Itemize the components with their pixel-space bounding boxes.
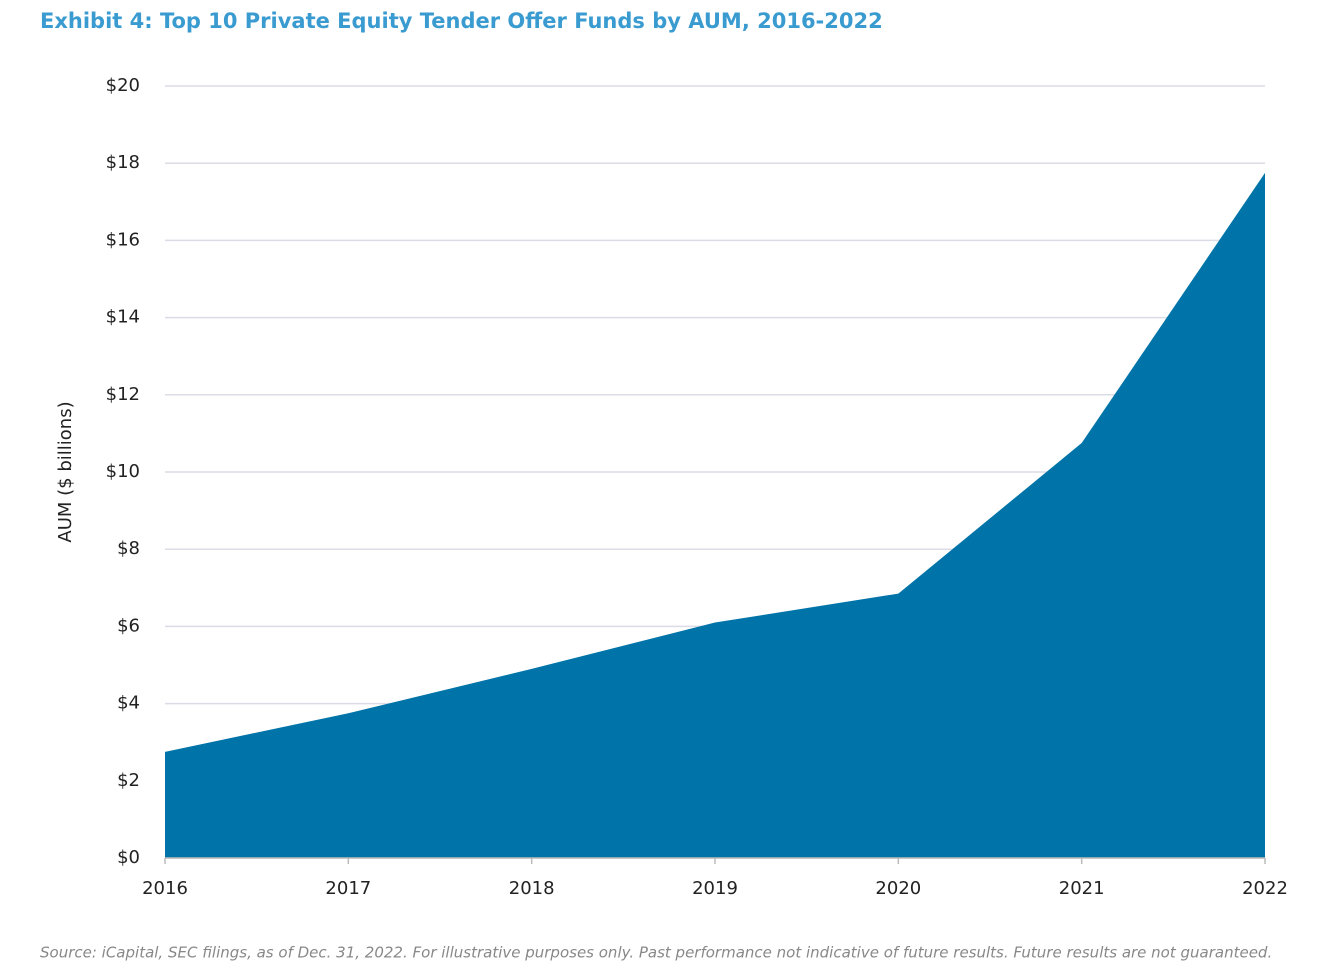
x-tick-label: 2017 <box>325 878 371 899</box>
x-tick-label: 2020 <box>875 878 921 899</box>
y-tick-label: $14 <box>106 307 140 328</box>
y-tick-label: $10 <box>106 461 140 482</box>
x-tick-label: 2022 <box>1242 878 1288 899</box>
y-tick-label: $16 <box>106 229 140 250</box>
y-tick-label: $2 <box>117 770 140 791</box>
y-tick-label: $8 <box>117 538 140 559</box>
x-tick-label: 2021 <box>1059 878 1105 899</box>
area <box>165 172 1265 859</box>
x-tick-label: 2016 <box>142 878 188 899</box>
y-tick-label: $6 <box>117 615 140 636</box>
chart-title: Exhibit 4: Top 10 Private Equity Tender … <box>40 9 883 33</box>
y-tick-label: $12 <box>106 384 140 405</box>
y-tick-label: $18 <box>106 152 140 173</box>
y-tick-label: $20 <box>106 75 140 96</box>
y-axis-label: AUM ($ billions) <box>55 401 76 542</box>
x-tick-label: 2019 <box>692 878 738 899</box>
y-tick-label: $4 <box>117 693 140 714</box>
x-tick-label: 2018 <box>509 878 555 899</box>
source-note: Source: iCapital, SEC filings, as of Dec… <box>40 944 1272 962</box>
y-tick-label: $0 <box>117 847 140 868</box>
